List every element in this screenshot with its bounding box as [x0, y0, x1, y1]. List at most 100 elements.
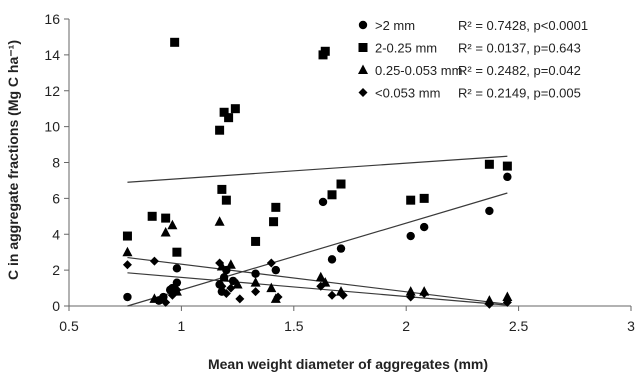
data-point-triangle — [149, 293, 160, 303]
data-point-circle — [327, 255, 337, 264]
data-point-square — [327, 190, 337, 200]
legend-series-name: 0.25-0.053 mm — [375, 63, 462, 78]
y-tick-label: 6 — [52, 190, 60, 206]
data-point-square — [269, 217, 279, 227]
data-point-square — [484, 159, 494, 169]
data-point-triangle — [266, 282, 277, 293]
legend-series-stats: R² = 0.2482, p=0.042 — [458, 63, 581, 78]
data-point-diamond — [327, 290, 337, 300]
x-axis-title: Mean weight diameter of aggregates (mm) — [208, 356, 488, 372]
x-tick-label: 2 — [402, 318, 410, 334]
data-point-diamond — [419, 288, 429, 298]
trendline — [127, 272, 508, 306]
legend-series-stats: R² = 0.7428, p<0.0001 — [458, 18, 588, 33]
data-point-triangle — [250, 277, 261, 287]
data-point-circle — [406, 231, 415, 241]
data-point-circle — [503, 172, 512, 182]
data-point-circle — [419, 222, 429, 232]
legend-marker-diamond — [358, 88, 368, 97]
data-point-circle — [251, 269, 260, 278]
data-point-diamond — [217, 281, 227, 291]
y-tick-label: 10 — [44, 119, 60, 135]
y-tick-label: 14 — [44, 47, 60, 63]
y-tick-label: 2 — [52, 262, 60, 278]
data-point-triangle — [167, 219, 178, 230]
data-point-diamond — [316, 281, 326, 291]
data-point-square — [161, 213, 171, 223]
data-point-square — [224, 113, 234, 123]
legend-series-stats: R² = 0.2149, p=0.005 — [458, 86, 581, 101]
data-point-circle — [172, 264, 182, 273]
data-point-triangle — [232, 278, 243, 289]
data-point-triangle — [502, 291, 513, 302]
legend-series-name: 2-0.25 mm — [375, 41, 437, 56]
data-point-diamond — [484, 299, 494, 309]
data-point-diamond — [149, 256, 159, 266]
data-point-triangle — [214, 216, 225, 226]
data-point-square — [336, 179, 346, 189]
data-point-circle — [228, 276, 238, 286]
data-point-square — [217, 184, 227, 194]
data-point-square — [251, 236, 261, 246]
trendlines — [127, 155, 508, 307]
data-point-square — [419, 193, 429, 203]
data-points — [122, 37, 513, 309]
data-point-circle — [271, 265, 281, 275]
legend-series-name: >2 mm — [375, 18, 415, 33]
y-tick-label: 16 — [44, 11, 60, 27]
legend-marker-circle — [358, 20, 368, 30]
legend-marker-square — [358, 43, 368, 52]
data-point-square — [219, 107, 229, 117]
data-point-diamond — [406, 292, 416, 302]
data-point-diamond — [161, 297, 171, 307]
data-point-square — [221, 195, 231, 205]
data-point-diamond — [221, 288, 231, 298]
data-point-circle — [123, 292, 132, 302]
data-point-diamond — [172, 285, 182, 295]
data-point-triangle — [160, 226, 171, 237]
data-point-diamond — [251, 287, 261, 297]
y-axis-title: C in aggregate fractions (Mg C ha⁻¹) — [5, 40, 21, 280]
data-point-square — [230, 104, 240, 114]
data-point-diamond — [266, 258, 276, 268]
legend-series-name: <0.053 mm — [375, 86, 440, 101]
data-point-circle — [172, 278, 182, 287]
data-point-triangle — [405, 286, 416, 296]
y-tick-label: 4 — [52, 226, 60, 242]
x-tick-label: 1.5 — [284, 318, 304, 334]
data-point-triangle — [225, 259, 236, 269]
data-point-square — [320, 46, 330, 56]
data-point-circle — [318, 197, 328, 207]
data-point-square — [170, 37, 180, 47]
data-point-square — [215, 125, 225, 135]
y-tick-label: 12 — [44, 83, 60, 99]
legend-series-stats: R² = 0.0137, p=0.643 — [458, 41, 581, 56]
data-point-diamond — [167, 290, 177, 300]
data-point-square — [172, 247, 182, 257]
x-tick-label: 1 — [178, 318, 186, 334]
trendline — [127, 192, 508, 307]
data-point-diamond — [502, 297, 512, 307]
data-point-circle — [336, 244, 346, 253]
data-point-diamond — [122, 260, 132, 270]
data-point-diamond — [226, 283, 236, 293]
data-point-triangle — [216, 261, 227, 271]
data-point-square — [406, 195, 416, 205]
x-tick-label: 3 — [627, 318, 635, 334]
data-point-triangle — [122, 246, 133, 257]
x-tick-label: 0.5 — [59, 318, 79, 334]
data-point-diamond — [235, 294, 245, 304]
data-point-square — [271, 202, 281, 212]
y-tick-label: 0 — [52, 298, 60, 314]
axes: 0 2 4 6 8 10 12 14 16 0.5 1 1.5 2 2.5 3 — [44, 11, 635, 334]
legend: >2 mm R² = 0.7428, p<0.0001 2-0.25 mm R² = … — [358, 18, 588, 101]
data-point-diamond — [338, 290, 348, 300]
data-point-triangle — [219, 271, 230, 282]
data-point-circle — [485, 206, 494, 216]
data-point-square — [502, 161, 512, 171]
data-point-triangle — [315, 271, 326, 282]
trendline — [127, 155, 508, 183]
legend-marker-triangle — [358, 64, 368, 74]
data-point-square — [147, 211, 157, 221]
